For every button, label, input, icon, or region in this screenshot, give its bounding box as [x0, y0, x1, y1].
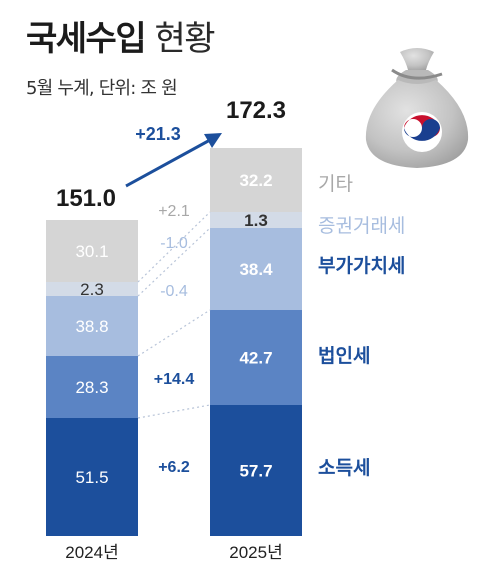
connector-line	[137, 211, 211, 283]
bar-segment-2025-2	[210, 228, 302, 310]
legend-label: 부가가치세	[318, 255, 405, 277]
data-label: 42.7	[239, 349, 272, 368]
bar-segment-2024-1	[46, 356, 138, 418]
bar-segment-2024-0	[46, 418, 138, 536]
change-label: -0.4	[160, 283, 188, 300]
data-label: 38.8	[75, 317, 108, 336]
data-label: 30.1	[75, 242, 108, 261]
bar-segment-2024-4	[46, 220, 138, 282]
change-label: +14.4	[154, 371, 195, 388]
total-change-arrow	[125, 138, 211, 188]
legend-label: 증권거래세	[318, 215, 405, 237]
money-bag-icon	[365, 48, 469, 168]
x-tick-label: 2024년	[65, 543, 118, 562]
legend-label: 기타	[318, 173, 353, 195]
legend-label: 소득세	[318, 457, 370, 479]
data-label: 2.3	[80, 280, 104, 299]
data-label: 38.4	[239, 260, 273, 279]
connector-line	[137, 309, 211, 357]
bar-segment-2024-2	[46, 296, 138, 356]
data-label: 57.7	[239, 462, 272, 481]
total-change-arrowhead	[204, 133, 222, 148]
change-label: -1.0	[160, 235, 188, 252]
bar-segment-2025-0	[210, 405, 302, 536]
title-bold: 국세수입	[26, 19, 147, 59]
title-light: 현황	[154, 19, 215, 59]
data-label: 32.2	[239, 171, 272, 190]
change-label: +2.1	[158, 203, 190, 220]
total-label-2025: 172.3	[226, 97, 286, 124]
data-label: 1.3	[244, 211, 268, 230]
legend-label: 법인세	[318, 345, 370, 367]
bar-segment-2025-3	[210, 212, 302, 228]
total-change-label: +21.3	[135, 124, 181, 144]
bar-segment-2025-1	[210, 310, 302, 405]
total-label-2024: 151.0	[56, 185, 116, 212]
bar-segment-2024-3	[46, 282, 138, 296]
chart-subtitle: 5월 누계, 단위: 조 원	[26, 78, 178, 99]
data-label: 28.3	[75, 378, 108, 397]
chart-title: 국세수입 현황	[26, 16, 215, 62]
change-label: +6.2	[158, 459, 190, 476]
connector-line	[137, 404, 211, 419]
data-label: 51.5	[75, 468, 108, 487]
bar-segment-2025-4	[210, 148, 302, 212]
connector-line	[137, 227, 211, 297]
x-tick-label: 2025년	[229, 543, 282, 562]
